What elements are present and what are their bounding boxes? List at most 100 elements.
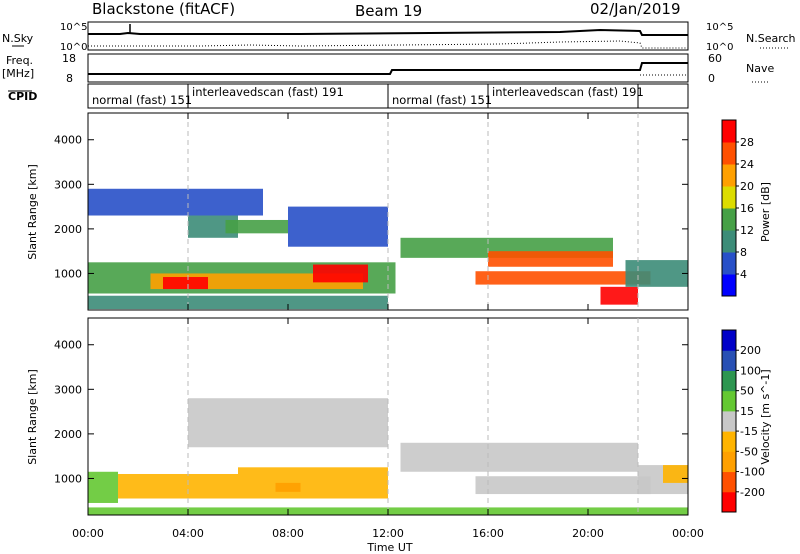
power-ylabel: Slant Range [km]	[26, 164, 39, 260]
freq-left-tick-top: 18	[62, 52, 76, 65]
power-region-7	[288, 206, 388, 247]
velocity-region-4	[188, 398, 388, 448]
velocity-colorbar-frame	[721, 329, 737, 513]
velocity-ylabel: Slant Range [km]	[26, 369, 39, 465]
power-region-9	[488, 251, 613, 267]
velocity-ytick-label-2: 3000	[54, 383, 82, 396]
freq-left-tick-bottom: 8	[66, 72, 73, 85]
power-colorbar-label-1: 24	[740, 158, 754, 171]
noise-left-tick-bottom: 10^0	[60, 42, 87, 53]
velocity-colorbar-swatch-1	[722, 471, 736, 493]
freq-right-tick-top: 60	[708, 52, 722, 65]
power-colorbar-swatch-7	[722, 120, 736, 143]
velocity-colorbar-label-0: 200	[740, 344, 761, 357]
xtick-label-4: 16:00	[472, 527, 504, 540]
power-colorbar-swatch-0	[722, 274, 736, 297]
power-y-ticks: 1000 2000 3000 4000	[54, 134, 688, 280]
power-colorbar-label-3: 16	[740, 202, 754, 215]
noise-sky-line	[88, 28, 688, 36]
power-colorbar-label-5: 8	[740, 246, 747, 259]
noise-right-tick-top: 10^5	[706, 22, 733, 33]
cpid-label: CPID	[8, 90, 37, 103]
freq-panel: Freq. [MHz] 18 8 60 0 Nave	[2, 52, 774, 85]
nsky-label: N.Sky	[2, 32, 34, 45]
velocity-colorbar-label: Velocity [m s^-1]	[759, 369, 772, 464]
station-title: Blackstone (fitACF)	[92, 0, 235, 18]
velocity-colorbar-label-1: 100	[740, 364, 761, 377]
velocity-region-1	[118, 473, 238, 499]
power-region-3	[313, 264, 368, 283]
velocity-colorbar-swatch-6	[722, 370, 736, 392]
power-colorbar-label: Power [dB]	[759, 182, 772, 242]
velocity-ytick-label-0: 1000	[54, 472, 82, 485]
freq-line	[88, 62, 688, 75]
power-data-layer	[88, 188, 688, 310]
velocity-region-2	[238, 467, 388, 499]
xtick-label-2: 08:00	[272, 527, 304, 540]
xtick-label-1: 04:00	[172, 527, 204, 540]
nave-label: Nave	[746, 62, 774, 75]
power-ytick-label-0: 1000	[54, 267, 82, 280]
velocity-region-5	[400, 442, 638, 472]
velocity-colorbar-label-4: -15	[740, 425, 758, 438]
velocity-colorbar-label-7: -200	[740, 486, 765, 499]
power-ytick-label-3: 4000	[54, 134, 82, 147]
nsearch-label: N.Search	[746, 32, 796, 45]
x-axis-label: Time UT	[366, 541, 412, 554]
freq-label-1: Freq.	[6, 54, 33, 67]
power-colorbar-label-6: 4	[740, 268, 747, 281]
velocity-colorbar-swatch-0	[722, 491, 736, 513]
velocity-ytick-label-1: 2000	[54, 428, 82, 441]
power-region-10	[475, 271, 651, 285]
power-colorbar-swatch-2	[722, 230, 736, 253]
power-region-11	[600, 286, 638, 305]
velocity-colorbar-swatch-3	[722, 431, 736, 452]
x-axis-ticks: 00:00 04:00 08:00 12:00 16:00 20:00 00:00	[72, 113, 704, 540]
cpid-segment-label-3: interleavedscan (fast) 191	[492, 85, 644, 99]
velocity-colorbar-swatch-8	[722, 330, 736, 351]
velocity-region-0	[88, 471, 118, 503]
power-colorbar-swatch-3	[722, 208, 736, 231]
velocity-colorbar-label-6: -100	[740, 466, 765, 479]
power-ytick-label-1: 2000	[54, 223, 82, 236]
xtick-label-6: 00:00	[672, 527, 704, 540]
cpid-segment-label-1: interleavedscan (fast) 191	[192, 85, 344, 99]
velocity-panel: 1000 2000 3000 4000 Slant Range [km]	[26, 317, 689, 516]
noise-right-tick-bottom: 10^0	[706, 42, 733, 53]
velocity-region-6	[475, 476, 651, 495]
power-region-12	[625, 260, 688, 287]
power-colorbar: 28 24 20 16 12 8 4	[721, 119, 754, 297]
power-panel: 1000 2000 3000 4000 Slant Range [km]	[26, 112, 689, 311]
cpid-segment-label-2: normal (fast) 151	[392, 93, 492, 107]
power-region-6	[88, 188, 263, 216]
velocity-region-3	[275, 482, 301, 492]
power-colorbar-swatch-4	[722, 186, 736, 209]
beam-title: Beam 19	[355, 2, 422, 20]
power-colorbar-swatch-5	[722, 164, 736, 187]
velocity-ytick-label-3: 4000	[54, 339, 82, 352]
cpid-segment-label-0: normal (fast) 151	[92, 93, 192, 107]
velocity-y-ticks: 1000 2000 3000 4000	[54, 339, 688, 485]
date-title: 02/Jan/2019	[590, 0, 681, 18]
power-colorbar-label-4: 12	[740, 224, 754, 237]
power-region-2	[163, 277, 208, 290]
power-colorbar-label-0: 28	[740, 136, 754, 149]
velocity-region-8	[663, 465, 688, 483]
noise-panel: N.Sky 10^5 10^0 10^5 10^0 N.Search	[2, 21, 796, 53]
xtick-label-3: 12:00	[372, 527, 404, 540]
velocity-colorbar-swatch-4	[722, 410, 736, 432]
xtick-label-5: 20:00	[572, 527, 604, 540]
power-region-13	[88, 295, 388, 310]
velocity-colorbar-label-2: 50	[740, 385, 754, 398]
freq-panel-frame	[87, 53, 689, 83]
velocity-colorbar-swatch-5	[722, 390, 736, 412]
velocity-colorbar-swatch-7	[722, 350, 736, 371]
velocity-colorbar-label-5: -50	[740, 445, 758, 458]
xtick-label-0: 00:00	[72, 527, 104, 540]
velocity-colorbar: 200 100 50 15 -15 -50 -100 -200	[721, 329, 765, 513]
power-colorbar-label-2: 20	[740, 180, 754, 193]
cpid-divider-lines	[187, 113, 639, 515]
velocity-colorbar-swatch-2	[722, 451, 736, 473]
noise-left-tick-top: 10^5	[60, 22, 87, 33]
